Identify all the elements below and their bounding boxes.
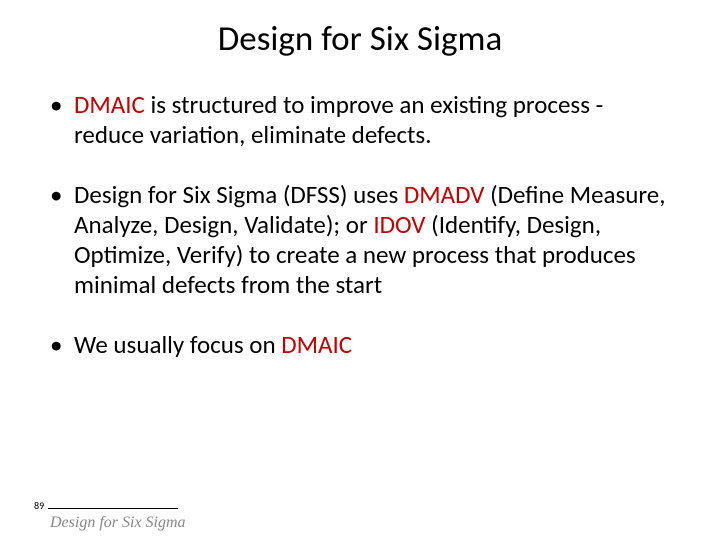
bullet-item: DMAIC is structured to improve an existi…	[74, 90, 670, 150]
bullet-text: We usually focus on	[74, 329, 281, 360]
highlight-term: IDOV	[373, 209, 425, 240]
bullet-item: Design for Six Sigma (DFSS) uses DMADV (…	[74, 180, 670, 300]
footer-caption: Design for Six Sigma	[50, 514, 186, 532]
slide-title: Design for Six Sigma	[50, 18, 670, 60]
bullet-text: Design for Six Sigma (DFSS) uses	[74, 179, 404, 210]
highlight-term: DMAIC	[74, 89, 145, 120]
bullet-list: DMAIC is structured to improve an existi…	[50, 90, 670, 360]
highlight-term: DMADV	[404, 179, 485, 210]
slide: Design for Six Sigma DMAIC is structured…	[0, 0, 720, 540]
page-number: 89	[34, 499, 44, 512]
page-number-rule	[48, 508, 178, 509]
bullet-item: We usually focus on DMAIC	[74, 330, 670, 360]
bullet-text: is structured to improve an existing pro…	[74, 89, 603, 150]
highlight-term: DMAIC	[281, 329, 352, 360]
